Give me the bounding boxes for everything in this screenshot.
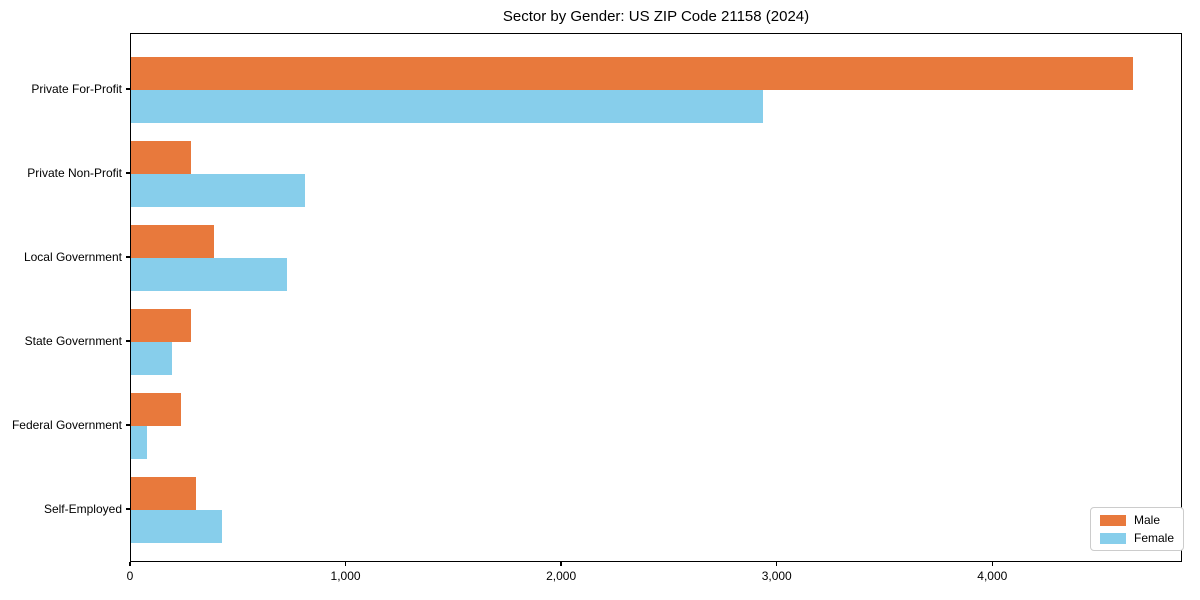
chart-title: Sector by Gender: US ZIP Code 21158 (202… bbox=[502, 8, 810, 25]
bar-male-local-government bbox=[131, 225, 214, 258]
ytick-mark-federal-government bbox=[126, 424, 130, 426]
xtick-label-1,000: 1,000 bbox=[330, 569, 361, 583]
plot-area bbox=[130, 33, 1182, 562]
legend-swatch-female-icon bbox=[1100, 532, 1126, 544]
xtick-mark-4,000 bbox=[991, 562, 994, 566]
ytick-mark-local-government bbox=[126, 256, 130, 258]
xtick-mark-3,000 bbox=[775, 562, 778, 566]
bar-female-state-government bbox=[131, 342, 172, 375]
bar-female-private-for-profit bbox=[131, 90, 763, 123]
ytick-mark-private-non-profit bbox=[126, 172, 130, 174]
legend: Male Female bbox=[1090, 507, 1185, 551]
bar-female-private-non-profit bbox=[131, 174, 305, 207]
ytick-label-self-employed: Self-Employed bbox=[43, 502, 122, 516]
bar-male-state-government bbox=[131, 309, 191, 342]
ytick-label-local-government: Local Government bbox=[23, 250, 122, 264]
ytick-mark-self-employed bbox=[126, 508, 130, 510]
ytick-label-private-for-profit: Private For-Profit bbox=[31, 82, 122, 96]
ytick-mark-state-government bbox=[126, 340, 130, 342]
xtick-label-4,000: 4,000 bbox=[977, 569, 1008, 583]
bar-male-federal-government bbox=[131, 393, 181, 426]
ytick-mark-private-for-profit bbox=[126, 88, 130, 90]
legend-item-female: Female bbox=[1100, 532, 1174, 544]
bar-male-private-non-profit bbox=[131, 141, 191, 174]
xtick-label-3,000: 3,000 bbox=[761, 569, 792, 583]
legend-item-male: Male bbox=[1100, 514, 1174, 526]
legend-label-female: Female bbox=[1134, 531, 1175, 545]
bar-male-private-for-profit bbox=[131, 57, 1133, 90]
ytick-label-federal-government: Federal Government bbox=[11, 418, 122, 432]
legend-label-male: Male bbox=[1134, 513, 1161, 527]
xtick-mark-1,000 bbox=[344, 562, 347, 566]
ytick-label-private-non-profit: Private Non-Profit bbox=[27, 166, 122, 180]
xtick-mark-2,000 bbox=[560, 562, 562, 566]
bar-male-self-employed bbox=[131, 477, 196, 510]
bar-female-self-employed bbox=[131, 510, 222, 543]
xtick-label-2,000: 2,000 bbox=[546, 569, 577, 583]
bar-female-federal-government bbox=[131, 426, 147, 459]
bar-female-local-government bbox=[131, 258, 287, 291]
legend-swatch-male-icon bbox=[1100, 514, 1126, 526]
ytick-label-state-government: State Government bbox=[24, 334, 122, 348]
xtick-mark-0 bbox=[129, 562, 131, 566]
xtick-label-0: 0 bbox=[126, 569, 134, 583]
